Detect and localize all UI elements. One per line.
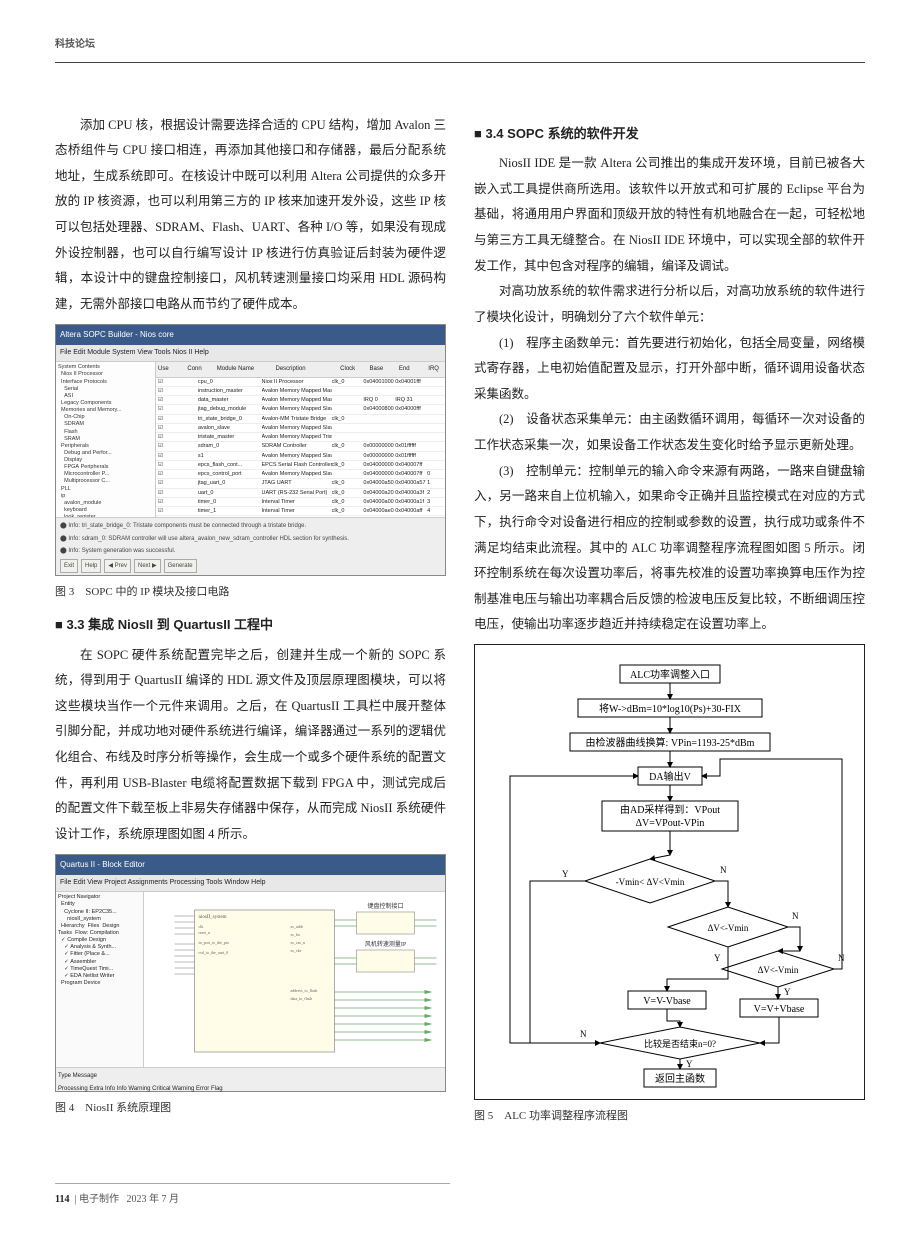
left-column: 添加 CPU 核，根据设计需要选择合适的 CPU 结构，增加 Avalon 三态… (55, 113, 446, 1134)
journal-name: 电子制作 (79, 1194, 119, 1205)
table-row: ☑ tri_state_bridge_0Avalon-MM Tristate B… (156, 415, 445, 424)
svg-text:N: N (792, 911, 799, 921)
figure-5-flowchart: ALC功率调整入口 将W->dBm=10*log10(Ps)+30-FIX 由检… (474, 644, 865, 1100)
fig4-menubar: File Edit View Project Assignments Proce… (56, 875, 445, 892)
fig4-status-bar: Type MessageProcessing Extra Info Info W… (56, 1067, 445, 1091)
fig3-module-table: UseConn Module NameDescription ClockBase… (156, 362, 445, 517)
svg-text:zs_cke: zs_cke (291, 948, 302, 953)
figure-4-schematic: Quartus II - Block Editor File Edit View… (55, 854, 446, 1093)
svg-text:niosII_system: niosII_system (199, 915, 227, 920)
svg-text:将W->dBm=10*log10(Ps)+30-FIX: 将W->dBm=10*log10(Ps)+30-FIX (599, 703, 742, 715)
fig4-schematic-canvas: niosII_system 键盘控制接口 风机 (144, 892, 445, 1067)
svg-text:zs_ba: zs_ba (291, 932, 300, 937)
right-column: ■ 3.4 SOPC 系统的软件开发 NiosII IDE 是一款 Altera… (474, 113, 865, 1134)
table-row: ☑ jtag_debug_moduleAvalon Memory Mapped … (156, 405, 445, 414)
para-sw-modules: 对高功放系统的软件需求进行分析以后，对高功放系统的软件进行了模块化设计，明确划分… (474, 279, 865, 330)
svg-text:ΔV=VPout-VPin: ΔV=VPout-VPin (635, 818, 704, 829)
svg-text:-Vmin< ΔV<Vmin: -Vmin< ΔV<Vmin (615, 877, 684, 887)
header-label: 科技论坛 (55, 35, 865, 56)
svg-text:zs_cas_n: zs_cas_n (291, 940, 305, 945)
para-cpu-core: 添加 CPU 核，根据设计需要选择合适的 CPU 结构，增加 Avalon 三态… (55, 113, 446, 318)
item-3: (3) 控制单元：控制单元的输入命令来源有两路，一路来自键盘输入，另一路来自上位… (474, 459, 865, 638)
svg-text:由AD采样得到：VPout: 由AD采样得到：VPout (619, 803, 719, 816)
table-row: ☑ instruction_masterAvalon Memory Mapped… (156, 387, 445, 396)
page-footer: 114 | 电子制作 2023 年 7 月 (55, 1183, 450, 1211)
svg-text:rxd_to_the_uart_0: rxd_to_the_uart_0 (199, 950, 229, 955)
svg-text:N: N (838, 953, 845, 963)
fig3-button: Help (81, 559, 101, 573)
fig3-buttons: ExitHelp◀ PrevNext ▶Generate (60, 559, 441, 573)
svg-text:ΔV<-Vmin: ΔV<-Vmin (757, 965, 798, 975)
svg-text:clk: clk (199, 924, 204, 929)
figure-4-caption: 图 4 NiosII 系统原理图 (55, 1097, 446, 1120)
fig3-component-tree: System Contents Nios II Processor Interf… (56, 362, 156, 517)
table-row: ☑ sdram_0SDRAM Controller clk_00x0000000… (156, 442, 445, 451)
svg-text:reset_n: reset_n (199, 930, 211, 935)
svg-text:N: N (580, 1029, 587, 1039)
svg-text:in_port_to_the_pio: in_port_to_the_pio (199, 940, 230, 945)
fig3-menubar: File Edit Module System View Tools Nios … (56, 345, 445, 362)
fig3-messages: ⬤ Info: tri_state_bridge_0: Tristate com… (56, 517, 445, 575)
issue-date: 2023 年 7 月 (126, 1194, 179, 1205)
figure-3-sopc-screenshot: Altera SOPC Builder - Nios core File Edi… (55, 324, 446, 577)
svg-text:V=V+Vbase: V=V+Vbase (753, 1004, 804, 1015)
fig3-titlebar: Altera SOPC Builder - Nios core (56, 325, 445, 345)
svg-text:风机转速测量IP: 风机转速测量IP (365, 940, 407, 948)
svg-text:Y: Y (714, 953, 721, 963)
table-row: ☑ data_masterAvalon Memory Mapped Master… (156, 396, 445, 405)
fig3-table-head: UseConn Module NameDescription ClockBase… (156, 362, 445, 377)
fig3-button: ◀ Prev (104, 559, 131, 573)
svg-text:返回主函数: 返回主函数 (655, 1072, 705, 1085)
table-row: ☑ timer_1Interval Timer clk_00x04000ae00… (156, 507, 445, 516)
svg-text:比较是否结束n=0?: 比较是否结束n=0? (643, 1038, 715, 1049)
item-1: (1) 程序主函数单元：首先要进行初始化，包括全局变量，网络模式寄存器，上电初始… (474, 331, 865, 408)
svg-text:Y: Y (784, 987, 791, 997)
two-column-layout: 添加 CPU 核，根据设计需要选择合适的 CPU 结构，增加 Avalon 三态… (55, 113, 865, 1134)
para-niosii-ide: NiosII IDE 是一款 Altera 公司推出的集成开发环境，目前已被各大… (474, 151, 865, 279)
table-row: ☑ timer_0Interval Timer clk_00x04000a000… (156, 498, 445, 507)
svg-text:ALC功率调整入口: ALC功率调整入口 (630, 668, 710, 681)
table-row: ☑ sysidSystem ID Peripheral clk_00x04000… (156, 516, 445, 517)
table-row: ☑ avalon_slaveAvalon Memory Mapped Slave (156, 424, 445, 433)
header-rule (55, 62, 865, 63)
figure-3-caption: 图 3 SOPC 中的 IP 模块及接口电路 (55, 581, 446, 604)
svg-text:zs_addr: zs_addr (291, 924, 304, 929)
fig4-titlebar: Quartus II - Block Editor (56, 855, 445, 875)
table-row: ☑ tristate_masterAvalon Memory Mapped Tr… (156, 433, 445, 442)
table-row: ☑ epcs_flash_cont...EPCS Serial Flash Co… (156, 461, 445, 470)
table-row: ☑ s1Avalon Memory Mapped Slave 0x0000000… (156, 452, 445, 461)
svg-text:V=V-Vbase: V=V-Vbase (643, 996, 691, 1007)
page-number: 114 (55, 1194, 69, 1205)
svg-text:N: N (720, 865, 727, 875)
table-row: ☑ jtag_uart_0JTAG UART clk_00x04000a500x… (156, 479, 445, 488)
table-row: ☑ epcs_control_portAvalon Memory Mapped … (156, 470, 445, 479)
section-3-3-heading: ■ 3.3 集成 NiosII 到 QuartusII 工程中 (55, 612, 446, 639)
fig3-button: Exit (60, 559, 78, 573)
fig4-project-tree: Project Navigator Entity Cyclone II: EP2… (56, 892, 144, 1067)
fig3-button: Next ▶ (134, 559, 161, 573)
svg-text:address_to_flash: address_to_flash (291, 988, 318, 993)
table-row: ☑ cpu_0Nios II Processor clk_00x04001000… (156, 378, 445, 387)
svg-text:键盘控制接口: 键盘控制接口 (367, 902, 403, 910)
item-2: (2) 设备状态采集单元：由主函数循环调用，每循环一次对设备的工作状态采集一次，… (474, 407, 865, 458)
figure-5-caption: 图 5 ALC 功率调整程序流程图 (474, 1105, 865, 1128)
svg-text:data_to_flash: data_to_flash (291, 996, 313, 1001)
svg-text:由检波器曲线换算: VPin=1193-25*dBm: 由检波器曲线换算: VPin=1193-25*dBm (585, 736, 754, 749)
svg-text:DA输出V: DA输出V (649, 770, 691, 783)
svg-text:ΔV<-Vmin: ΔV<-Vmin (707, 923, 748, 933)
table-row: ☑ uart_0UART (RS-232 Serial Port) clk_00… (156, 489, 445, 498)
svg-text:Y: Y (686, 1059, 693, 1069)
fig3-button: Generate (164, 559, 197, 573)
para-integration: 在 SOPC 硬件系统配置完毕之后，创建并生成一个新的 SOPC 系统，得到用于… (55, 643, 446, 848)
section-3-4-heading: ■ 3.4 SOPC 系统的软件开发 (474, 121, 865, 148)
svg-text:Y: Y (562, 869, 569, 879)
